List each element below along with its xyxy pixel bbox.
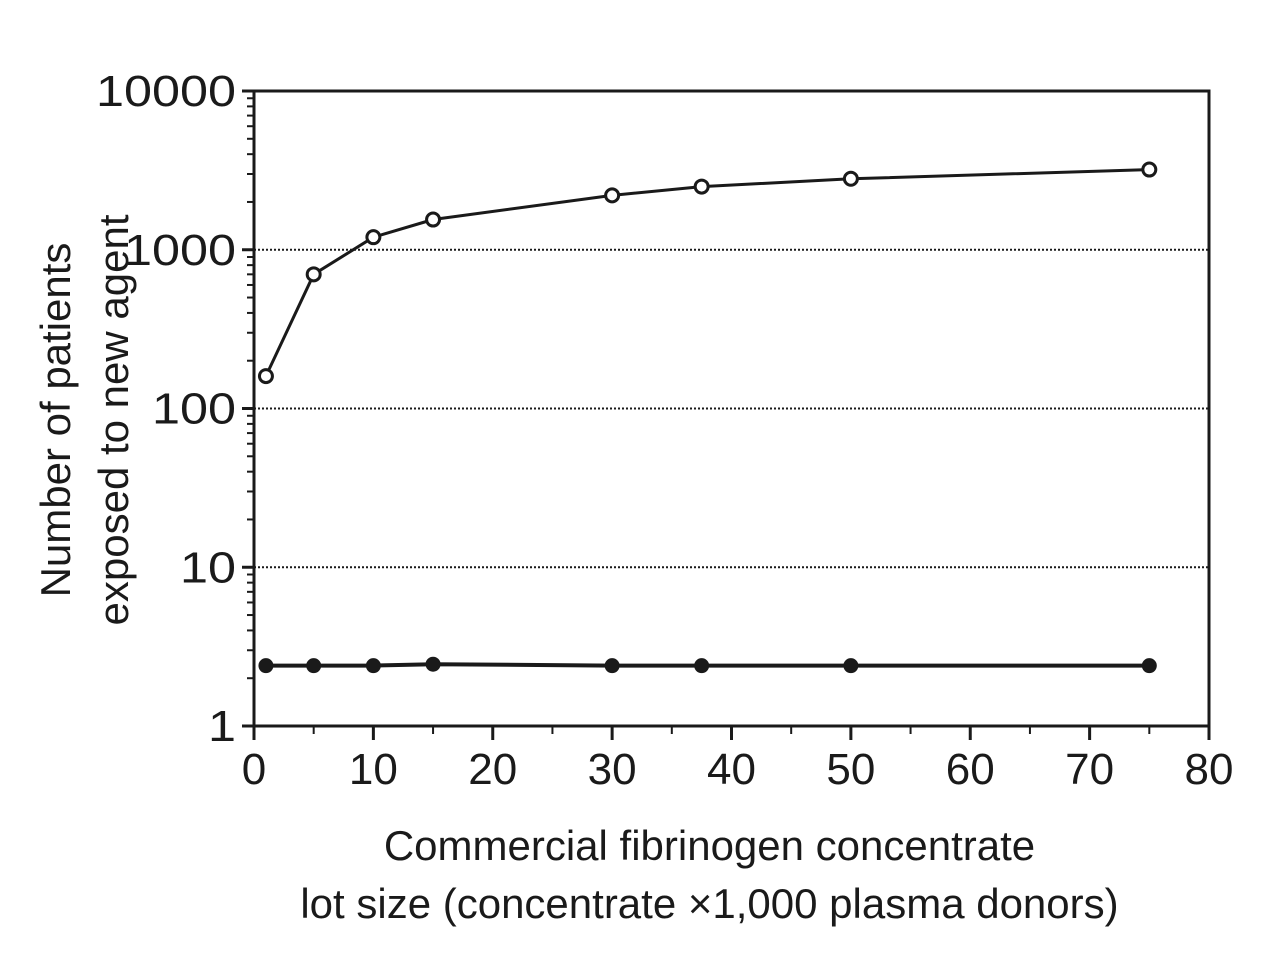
axis-labels: 1 10 100 1000 10000 0 10 20 30 40 50 60 70 80 Commerci… <box>32 67 1233 927</box>
x-tick-label: 70 <box>1065 745 1114 794</box>
x-axis-title-line: Commercial fibrinogen concentrate <box>384 822 1035 869</box>
x-tick-label: 50 <box>826 745 875 794</box>
y-tick-label: 10000 <box>96 67 236 116</box>
data-point <box>694 658 710 674</box>
data-point <box>693 178 710 195</box>
x-tick-label: 60 <box>946 745 995 794</box>
x-axis-title-line: lot size (concentrate ×1,000 plasma dono… <box>300 880 1118 927</box>
x-tick-label: 0 <box>242 745 266 794</box>
data-point <box>604 658 620 674</box>
data-point <box>1141 161 1158 178</box>
data-point <box>842 170 859 187</box>
y-tick-label: 100 <box>152 385 236 434</box>
x-tick-label: 80 <box>1185 745 1234 794</box>
data-point <box>365 229 382 246</box>
y-tick-label: 1000 <box>124 226 236 275</box>
data-point <box>305 266 322 283</box>
data-point <box>306 658 322 674</box>
data-point <box>1141 658 1157 674</box>
axes <box>242 89 1211 740</box>
x-tick-label: 30 <box>588 745 637 794</box>
data-point <box>843 658 859 674</box>
data-point <box>425 211 442 228</box>
data-point <box>257 368 274 385</box>
y-axis-title-line: Number of patients <box>32 243 79 598</box>
y-tick-label: 10 <box>180 543 236 592</box>
data-point <box>425 656 441 672</box>
series-layer <box>257 161 1158 674</box>
series-line-1 <box>264 168 1150 377</box>
data-point <box>604 187 621 204</box>
series-line-2 <box>265 662 1150 668</box>
y-axis-title-line: exposed to new agent <box>90 214 137 625</box>
grid <box>254 248 1209 569</box>
y-tick-label: 1 <box>208 702 236 751</box>
x-tick-label: 40 <box>707 745 756 794</box>
data-point <box>365 658 381 674</box>
x-tick-label: 20 <box>468 745 517 794</box>
x-tick-label: 10 <box>349 745 398 794</box>
data-point <box>258 658 274 674</box>
